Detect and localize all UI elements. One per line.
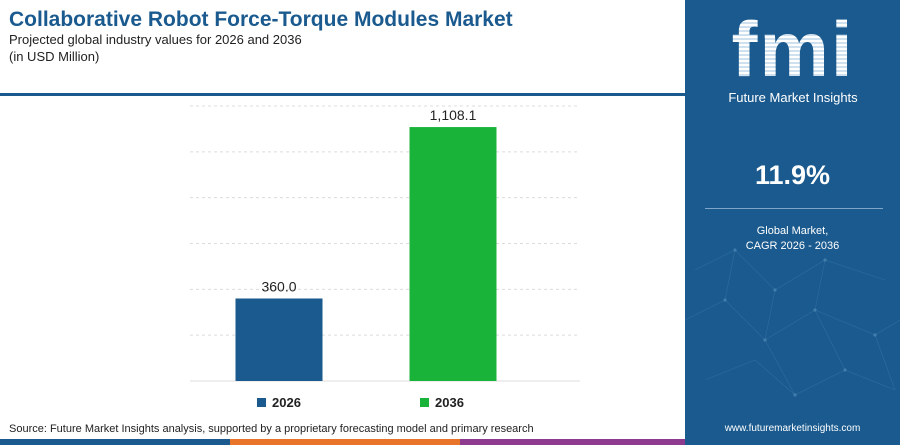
- data-label-2036: 1,108.1: [430, 107, 477, 123]
- legend-swatch-2036: [420, 398, 429, 407]
- panel-network-pattern: [685, 248, 900, 397]
- panel-divider: [705, 208, 883, 209]
- source-note: Source: Future Market Insights analysis,…: [9, 423, 534, 435]
- legend-item-2036: 2036: [420, 395, 464, 410]
- subtitle-line-2: (in USD Million): [9, 49, 100, 64]
- chart-header: Collaborative Robot Force-Torque Modules…: [0, 0, 685, 93]
- footer-bar-blue: [0, 439, 230, 445]
- subtitle-line-1: Projected global industry values for 202…: [9, 32, 302, 47]
- logo-letters: fmi: [732, 8, 855, 88]
- bar-chart: 360.0 1,108.1: [190, 105, 580, 382]
- summary-panel: fmi Future Market Insights 11.9% Global …: [685, 0, 900, 445]
- fmi-logo-mark: fmi: [732, 5, 855, 93]
- legend-label-2026: 2026: [272, 395, 301, 410]
- cagr-value: 11.9%: [754, 160, 831, 190]
- chart-title: Collaborative Robot Force-Torque Modules…: [9, 8, 513, 31]
- cagr-label-line-2: CAGR 2026 - 2036: [745, 240, 840, 252]
- footer-bar-orange: [230, 439, 460, 445]
- footer-bar-purple: [460, 439, 685, 445]
- header-divider: [0, 93, 685, 96]
- bar-2026: [235, 298, 323, 381]
- logo-name: Future Market Insights: [728, 90, 858, 105]
- legend-item-2026: 2026: [257, 395, 301, 410]
- data-label-2026: 360.0: [261, 279, 296, 295]
- website-link[interactable]: www.futuremarketinsights.com: [724, 423, 861, 434]
- chart-subtitle: Projected global industry values for 202…: [9, 31, 302, 65]
- cagr-label-line-1: Global Market,: [756, 225, 829, 237]
- legend-swatch-2026: [257, 398, 266, 407]
- fmi-logo: fmi Future Market Insights: [703, 5, 883, 112]
- legend-label-2036: 2036: [435, 395, 464, 410]
- bar-2036: [409, 127, 497, 381]
